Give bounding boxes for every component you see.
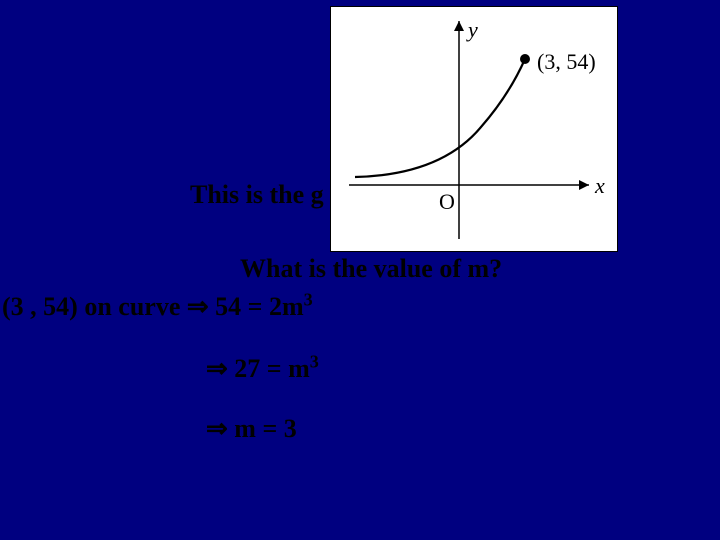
step-3-eq: m = 3 (228, 414, 297, 443)
step-2-exponent: 3 (310, 351, 319, 371)
x-axis-label: x (594, 173, 605, 198)
implies-icon: ⇒ (187, 292, 209, 321)
step-1-prefix: (3 , 54) on curve (2, 292, 187, 321)
curve-graph: y x O (3, 54) (331, 7, 619, 253)
implies-icon: ⇒ (206, 354, 228, 383)
point-label: (3, 54) (537, 49, 596, 74)
step-1-line: (3 , 54) on curve ⇒ 54 = 2m3 (2, 292, 313, 322)
origin-label: O (439, 189, 455, 214)
y-axis-label: y (466, 17, 478, 42)
step-1-exponent: 3 (304, 289, 313, 309)
intro-text: This is the g (190, 180, 324, 209)
step-1-eq: 54 = 2m (209, 292, 304, 321)
curve-path (355, 59, 525, 177)
graph-panel: y x O (3, 54) (330, 6, 618, 252)
y-axis-arrow-icon (454, 21, 464, 31)
curve-point (520, 54, 530, 64)
step-2-eq: 27 = m (228, 354, 310, 383)
implies-icon: ⇒ (206, 414, 228, 443)
step-3-line: ⇒ m = 3 (206, 414, 297, 444)
x-axis-arrow-icon (579, 180, 589, 190)
step-2-line: ⇒ 27 = m3 (206, 354, 319, 384)
intro-line-partial: This is the g (190, 180, 324, 210)
question-line: What is the value of m? (240, 254, 502, 284)
question-text: What is the value of m? (240, 254, 502, 283)
